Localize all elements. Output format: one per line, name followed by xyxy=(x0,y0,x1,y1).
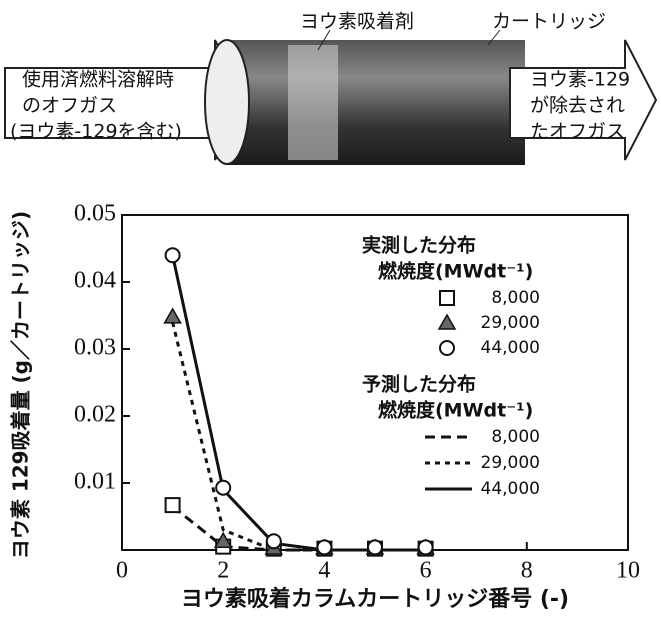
series-line xyxy=(171,254,426,552)
label: 使用済燃料溶解時 xyxy=(22,69,174,91)
marker xyxy=(164,247,181,264)
marker xyxy=(316,539,333,556)
y-tick-label: 0.03 xyxy=(74,335,116,361)
cartridge-opening xyxy=(204,39,250,165)
pointer xyxy=(317,29,331,51)
y-axis-label: ヨウ素 129吸着量 (g／カートリッジ) xyxy=(9,211,33,559)
outlet-arrow xyxy=(509,39,658,161)
x-tick-label: 2 xyxy=(217,558,229,584)
label: ヨウ素-129 xyxy=(530,69,630,91)
legend-swatch xyxy=(437,313,457,330)
legend-swatch xyxy=(439,340,455,356)
label: が除去され xyxy=(530,95,625,117)
x-tick-label: 8 xyxy=(521,558,533,584)
legend-label: 44,000 xyxy=(481,338,540,358)
marker xyxy=(265,533,282,550)
x-tick-label: 4 xyxy=(318,558,330,584)
label: たオフガス xyxy=(530,121,625,143)
y-tick-label: 0.01 xyxy=(74,469,116,495)
label: カートリッジ xyxy=(492,11,606,33)
adsorbent xyxy=(288,45,338,160)
y-tick-label: 0.05 xyxy=(74,201,116,227)
legend-title: 実測した分布 xyxy=(362,234,476,257)
legend-label: 29,000 xyxy=(481,453,540,473)
legend-label: 8,000 xyxy=(491,427,540,447)
marker xyxy=(367,539,383,556)
x-tick-label: 0 xyxy=(116,558,128,584)
cartridge xyxy=(225,40,525,165)
legend-label: 29,000 xyxy=(481,313,540,333)
marker xyxy=(213,531,233,549)
label: のオフガス xyxy=(22,95,117,117)
pointer xyxy=(487,29,501,46)
legend-subtitle: 燃焼度(MWdt⁻¹) xyxy=(378,399,533,422)
series-line xyxy=(171,321,426,552)
legend-label: 44,000 xyxy=(481,479,540,499)
marker xyxy=(164,497,181,514)
marker xyxy=(215,479,232,496)
legend-swatch xyxy=(439,290,455,306)
marker xyxy=(163,307,182,324)
x-tick-label: 10 xyxy=(616,558,640,584)
series-line xyxy=(171,505,426,552)
x-tick-label: 6 xyxy=(420,558,432,584)
marker xyxy=(417,539,434,556)
legend-subtitle: 燃焼度(MWdt⁻¹) xyxy=(378,260,533,283)
y-tick-label: 0.04 xyxy=(74,268,116,294)
legend-title: 予測した分布 xyxy=(362,373,476,396)
y-tick-label: 0.02 xyxy=(74,402,116,428)
x-axis-label: ヨウ素吸着カラムカートリッジ番号 (-) xyxy=(181,586,569,612)
legend-label: 8,000 xyxy=(491,288,540,308)
label: ヨウ素吸着剤 xyxy=(300,11,414,33)
label: (ヨウ素-129を含む) xyxy=(10,121,182,143)
